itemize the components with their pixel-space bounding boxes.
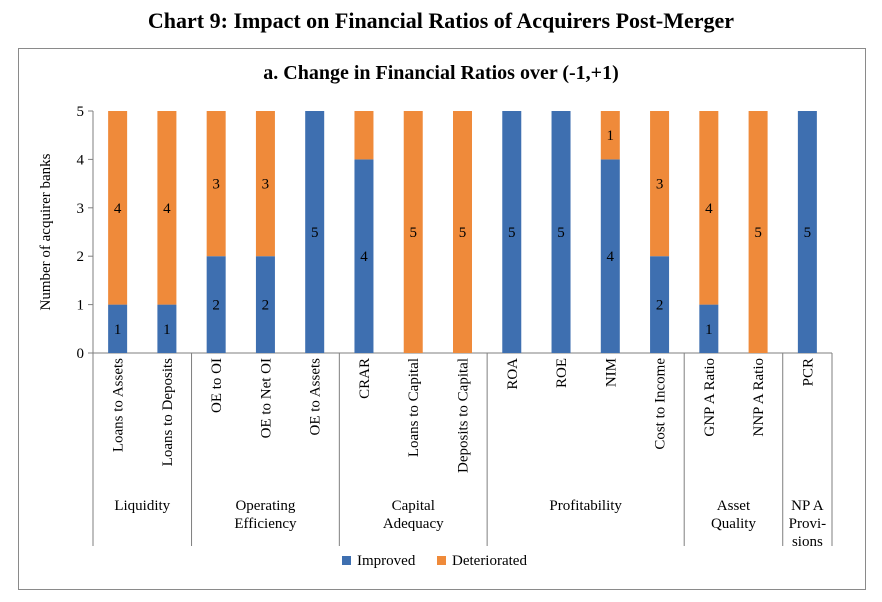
bar-improved: [305, 111, 325, 353]
data-label-improved: 5: [804, 225, 812, 241]
data-label-deteriorated: 3: [212, 177, 220, 193]
bar-improved: [797, 111, 817, 353]
bar-improved: [699, 304, 719, 353]
bar-improved: [551, 111, 571, 353]
data-label-improved: 2: [656, 298, 664, 314]
bar-deteriorated: [255, 111, 275, 257]
group-label: sions: [792, 534, 823, 550]
y-tick-label: 3: [77, 201, 85, 217]
bar-improved: [600, 159, 620, 353]
group-label: Profitability: [549, 498, 622, 514]
x-category-label: OE to Net OI: [258, 358, 274, 438]
x-category-label: Deposits to Capital: [456, 358, 472, 473]
y-tick-label: 0: [77, 346, 85, 362]
bar-deteriorated: [206, 111, 226, 257]
group-label: Liquidity: [114, 498, 170, 514]
legend-swatch: [437, 556, 446, 565]
page-title: Chart 9: Impact on Financial Ratios of A…: [147, 8, 735, 33]
chart-title: a. Change in Financial Ratios over (-1,+…: [263, 62, 619, 84]
legend-label: Deteriorated: [452, 553, 527, 569]
data-label-improved: 1: [705, 322, 713, 338]
data-label-improved: 4: [607, 249, 615, 265]
y-tick-label: 4: [77, 152, 85, 168]
group-label: Asset: [717, 498, 751, 514]
group-label: Capital: [392, 498, 435, 514]
x-category-label: ROE: [554, 358, 570, 388]
data-label-deteriorated: 5: [754, 225, 762, 241]
x-category-label: NIM: [603, 358, 619, 387]
bar-deteriorated: [403, 111, 423, 353]
x-category-label: Loans to Deposits: [160, 358, 176, 466]
y-tick-label: 2: [77, 249, 85, 265]
x-category-label: PCR: [800, 358, 816, 386]
data-label-deteriorated: 5: [459, 225, 467, 241]
x-category-label: Cost to Income: [653, 358, 669, 450]
data-label-deteriorated: 5: [409, 225, 417, 241]
bar-deteriorated: [157, 111, 177, 305]
data-label-improved: 1: [163, 322, 171, 338]
y-tick-label: 5: [77, 104, 85, 120]
data-label-deteriorated: 4: [163, 201, 171, 217]
bar-deteriorated: [650, 111, 670, 257]
data-label-improved: 2: [262, 298, 270, 314]
group-label: Operating: [235, 498, 295, 514]
bar-deteriorated: [600, 111, 620, 160]
group-label: Provi-: [789, 516, 827, 532]
bar-improved: [354, 159, 374, 353]
x-category-label: GNP A Ratio: [702, 358, 718, 437]
data-label-deteriorated: 1: [607, 128, 615, 144]
data-label-deteriorated: 4: [114, 201, 122, 217]
bar-improved: [108, 304, 128, 353]
data-label-deteriorated: 3: [262, 177, 270, 193]
bar-improved: [255, 256, 275, 353]
x-category-label: ROA: [505, 358, 521, 390]
bar-improved: [206, 256, 226, 353]
group-label: Quality: [711, 516, 756, 532]
x-category-label: NNP A Ratio: [751, 358, 767, 437]
bar-deteriorated: [699, 111, 719, 305]
y-axis-title: Number of acquirer banks: [38, 153, 54, 310]
data-label-improved: 4: [360, 249, 368, 265]
data-label-deteriorated: 3: [656, 177, 664, 193]
group-label: Adequacy: [383, 516, 444, 532]
bar-deteriorated: [108, 111, 128, 305]
bar-deteriorated: [748, 111, 768, 353]
y-tick-label: 1: [77, 298, 85, 314]
data-label-improved: 1: [114, 322, 122, 338]
data-label-improved: 5: [557, 225, 565, 241]
data-label-improved: 5: [311, 225, 319, 241]
bar-deteriorated: [453, 111, 472, 353]
data-label-improved: 2: [212, 298, 220, 314]
legend-swatch: [342, 556, 351, 565]
group-label: NP A: [791, 498, 824, 514]
x-category-label: Loans to Assets: [111, 358, 127, 452]
bar-improved: [157, 304, 177, 353]
data-label-deteriorated: 4: [705, 201, 713, 217]
data-label-improved: 5: [508, 225, 516, 241]
bar-improved: [650, 256, 670, 353]
x-category-label: OE to Assets: [308, 358, 324, 436]
group-label: Efficiency: [234, 516, 297, 532]
chart-frame: [18, 48, 866, 590]
x-category-label: Loans to Capital: [406, 358, 422, 457]
bar-improved: [502, 111, 522, 353]
bar-deteriorated: [354, 111, 374, 160]
legend-label: Improved: [357, 553, 416, 569]
x-category-label: CRAR: [357, 358, 373, 399]
x-category-label: OE to OI: [209, 358, 225, 413]
